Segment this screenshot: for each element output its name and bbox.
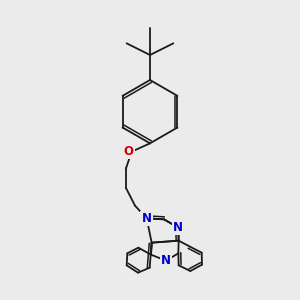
Text: N: N [173, 221, 183, 234]
Text: N: N [161, 254, 171, 267]
Text: O: O [124, 145, 134, 158]
Text: N: N [142, 212, 152, 225]
